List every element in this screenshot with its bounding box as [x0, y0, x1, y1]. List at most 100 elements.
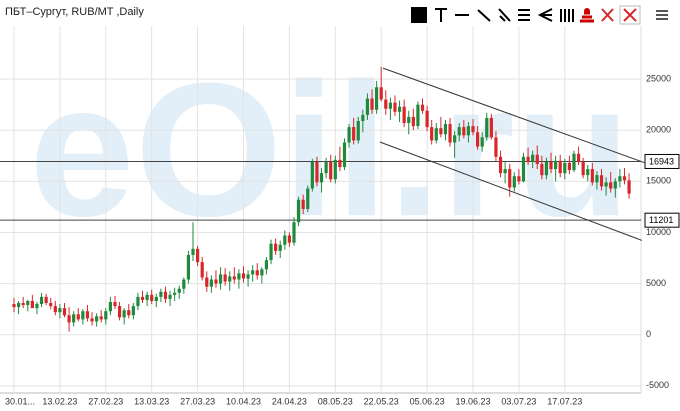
y-tick-label: -5000: [646, 380, 669, 390]
candle-body: [618, 176, 622, 182]
candle-body: [420, 104, 425, 111]
bars-tool[interactable]: [560, 9, 574, 22]
candle-body: [163, 291, 168, 299]
candle-body: [586, 169, 590, 176]
candle-body: [370, 98, 374, 110]
candle-body: [609, 182, 613, 189]
candle-body: [567, 162, 571, 171]
color-tool[interactable]: [411, 7, 427, 23]
candle-body: [237, 273, 241, 280]
candle-body: [39, 296, 44, 305]
candle-body: [44, 296, 48, 304]
candle-body: [12, 304, 16, 308]
x-tick-label: 13.02.23: [42, 396, 77, 406]
candle-body: [26, 300, 30, 306]
candle-body: [384, 99, 388, 109]
x-tick-label: 22.05.23: [364, 396, 399, 406]
candle-body: [342, 142, 347, 168]
candle-body: [145, 294, 149, 300]
candle-body: [489, 117, 493, 138]
candle-body: [508, 169, 512, 188]
text-tool[interactable]: [435, 8, 447, 22]
x-tick-label: 05.06.23: [410, 396, 445, 406]
candle-body: [554, 160, 558, 170]
y-tick-label: 10000: [646, 227, 671, 237]
candle-body: [338, 159, 342, 168]
trendline-tool[interactable]: [477, 9, 491, 22]
candle-body: [430, 127, 434, 141]
x-tick-label: 13.03.23: [134, 396, 169, 406]
x-tick-label: 27.03.23: [180, 396, 215, 406]
watermark: eOil.ru: [29, 44, 631, 256]
candle-body: [232, 276, 236, 280]
candle-body: [90, 318, 94, 322]
candle-body: [150, 294, 154, 301]
candle-body: [416, 104, 420, 127]
level-label-box: [644, 212, 680, 228]
candle-body: [113, 301, 117, 307]
candle-body: [439, 128, 443, 135]
candle-body: [471, 126, 475, 133]
candle-body: [540, 163, 544, 176]
candle-body: [604, 182, 608, 187]
candle-body: [425, 110, 429, 128]
candle-body: [292, 222, 296, 243]
x-tick-label: 17.07.23: [547, 396, 582, 406]
candle-body: [388, 102, 392, 109]
candle-body: [622, 176, 627, 181]
candle-body: [306, 188, 310, 209]
trend-line: [379, 141, 643, 241]
candle-body: [255, 270, 259, 276]
candle-body: [269, 243, 273, 261]
chart-title: ПБТ–Сургут, RUB/MT ,Daily: [5, 6, 144, 18]
candle-body: [301, 199, 305, 209]
candle-body: [127, 310, 131, 316]
candle-body: [76, 314, 80, 320]
candle-body: [517, 176, 521, 182]
candle-body: [581, 161, 585, 176]
candle-body: [480, 137, 484, 147]
candle-body: [274, 243, 278, 251]
candle-body: [526, 156, 530, 162]
ray-tool[interactable]: [498, 8, 511, 22]
candle-body: [159, 291, 163, 297]
candle-body: [549, 161, 553, 170]
menu[interactable]: [656, 10, 668, 20]
y-tick-label: 20000: [646, 125, 671, 135]
candle-body: [411, 116, 415, 127]
candle-body: [168, 294, 172, 299]
candle-body: [361, 114, 365, 122]
candle-body: [85, 311, 90, 319]
candle-body: [62, 308, 67, 316]
candle-body: [627, 180, 631, 194]
fan-tool[interactable]: [537, 8, 553, 22]
candle-body: [498, 156, 503, 174]
candle-body: [209, 279, 213, 287]
channel-tool[interactable]: [518, 9, 530, 21]
candle-body: [177, 288, 181, 293]
candle-body: [99, 316, 103, 320]
candle-body: [563, 162, 567, 174]
candle-body: [205, 277, 209, 287]
delete-all[interactable]: [619, 5, 641, 25]
candle-body: [81, 311, 85, 320]
candle-body: [319, 173, 324, 183]
x-tick-label: 10.04.23: [226, 396, 261, 406]
candle-body: [200, 262, 204, 278]
delete-tool[interactable]: [601, 8, 614, 22]
level-label-box: [644, 153, 680, 169]
delete-selected[interactable]: [580, 8, 594, 23]
candle-body: [448, 124, 452, 143]
candle-body: [136, 296, 140, 307]
candle-body: [375, 87, 379, 110]
candle-body: [214, 279, 218, 284]
candle-body: [173, 292, 177, 295]
candle-body: [241, 273, 246, 279]
candle-body: [352, 127, 356, 141]
candle-body: [278, 244, 282, 251]
candle-body: [264, 260, 269, 270]
candle-body: [379, 87, 383, 100]
y-tick-label: 5000: [646, 278, 666, 288]
candle-body: [122, 310, 126, 318]
